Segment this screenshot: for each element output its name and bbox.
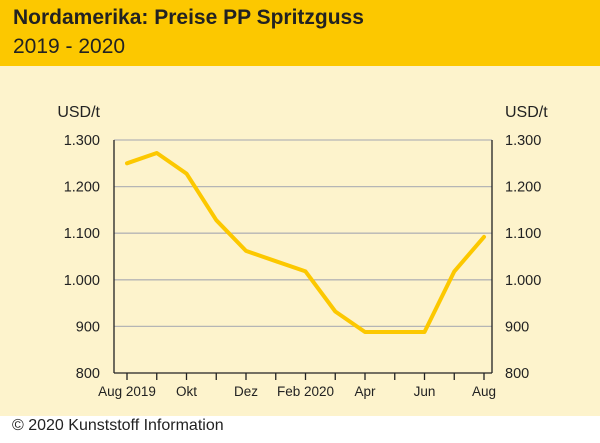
chart-title: Nordamerika: Preise PP Spritzguss: [13, 6, 364, 29]
y-tick-label-left: 1.000: [64, 273, 100, 289]
grid-layer: [114, 139, 492, 328]
y-tick-label-right: 1.000: [505, 273, 541, 289]
chart-subtitle: 2019 - 2020: [13, 35, 126, 58]
x-tick-label: Dez: [234, 384, 258, 399]
y-tick-label-left: 1.200: [64, 180, 100, 196]
x-tick-label: Aug: [472, 384, 496, 399]
x-tick-label: Okt: [176, 384, 197, 399]
series-line: [125, 151, 486, 334]
line-chart: 1.300 1.300 1.200 1.200 1.100 1.100 1.000 1.000…: [57, 104, 548, 399]
series-layer: [125, 151, 486, 334]
chart-area: 1.300 1.300 1.200 1.200 1.100 1.100 1.000 1.000…: [0, 66, 600, 406]
axis-layer: [113, 140, 493, 380]
x-tick-label: Feb 2020: [277, 384, 334, 399]
copyright-text: © 2020 Kunststoff Information: [12, 417, 224, 434]
y-axis-unit-right: USD/t: [505, 104, 548, 121]
y-tick-label-left: 1.300: [64, 133, 100, 149]
y-tick-label-left: 1.100: [64, 226, 100, 242]
label-layer: 1.300 1.300 1.200 1.200 1.100 1.100 1.000 1.000…: [57, 104, 548, 399]
y-tick-label-left: 800: [76, 366, 100, 382]
y-tick-label-left: 900: [76, 319, 100, 335]
y-tick-label-right: 800: [505, 366, 529, 382]
x-tick-label: Jun: [414, 384, 436, 399]
y-tick-label-right: 1.300: [505, 133, 541, 149]
x-tick-label: Aug 2019: [98, 384, 156, 399]
chart-panel: 1.300 1.300 1.200 1.200 1.100 1.100 1.000 1.000…: [0, 66, 600, 416]
y-axis-unit-left: USD/t: [57, 104, 100, 121]
y-tick-label-right: 900: [505, 319, 529, 335]
y-tick-label-right: 1.100: [505, 226, 541, 242]
x-tick-label: Apr: [354, 384, 376, 399]
header-banner: Nordamerika: Preise PP Spritzguss 2019 -…: [0, 0, 600, 66]
y-tick-label-right: 1.200: [505, 180, 541, 196]
